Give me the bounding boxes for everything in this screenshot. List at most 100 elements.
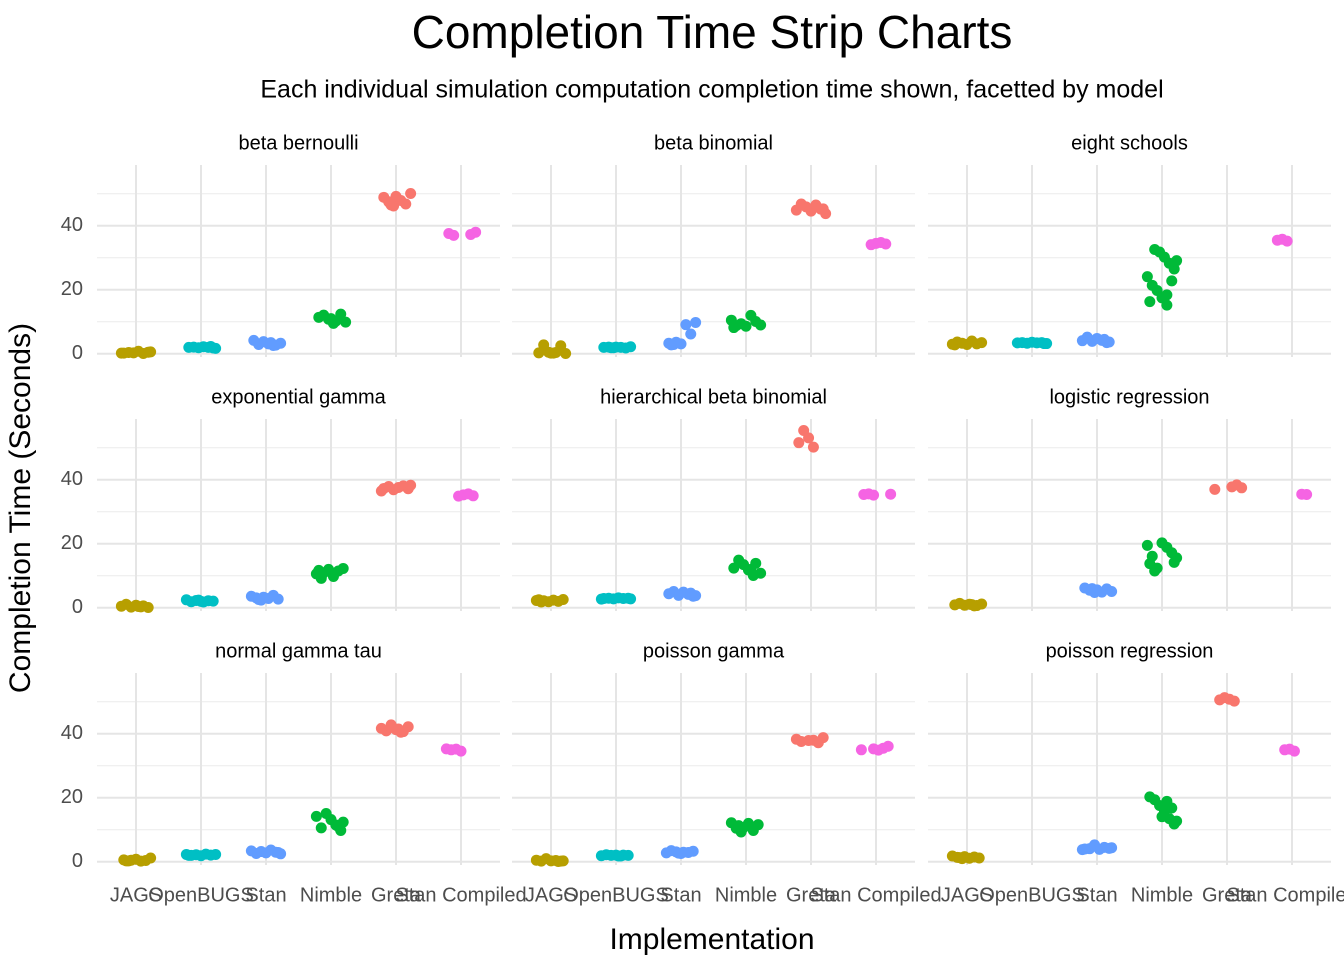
point bbox=[313, 311, 325, 323]
point bbox=[375, 722, 387, 734]
chart-title: Completion Time Strip Charts bbox=[412, 6, 1013, 58]
y-tick-label: 40 bbox=[61, 722, 83, 744]
point bbox=[1076, 335, 1088, 347]
y-tick-label: 20 bbox=[61, 532, 83, 554]
facet-title: poisson gamma bbox=[643, 640, 785, 662]
point bbox=[1151, 562, 1163, 574]
point bbox=[245, 845, 257, 857]
point bbox=[1146, 279, 1158, 291]
y-tick-label: 0 bbox=[72, 342, 83, 364]
point bbox=[1214, 694, 1226, 706]
point bbox=[530, 854, 542, 866]
y-tick-label: 20 bbox=[61, 278, 83, 300]
point bbox=[598, 593, 610, 605]
point bbox=[320, 807, 332, 819]
y-tick-label: 0 bbox=[72, 596, 83, 618]
point bbox=[390, 190, 402, 202]
point bbox=[378, 191, 390, 203]
x-tick-label: Greta bbox=[786, 884, 837, 906]
point bbox=[115, 600, 127, 612]
point bbox=[205, 340, 217, 352]
x-tick-label: Nimble bbox=[1131, 884, 1193, 906]
x-tick-label: Greta bbox=[371, 884, 422, 906]
point bbox=[807, 441, 819, 453]
facet-title: exponential gamma bbox=[211, 386, 386, 408]
point bbox=[1271, 234, 1283, 246]
point bbox=[193, 594, 205, 606]
point bbox=[1296, 488, 1308, 500]
point bbox=[790, 204, 802, 216]
point bbox=[405, 187, 417, 199]
point bbox=[180, 848, 192, 860]
facet-title: beta bernoulli bbox=[238, 132, 358, 154]
point bbox=[595, 850, 607, 862]
point bbox=[453, 490, 465, 502]
point bbox=[685, 328, 697, 340]
x-axis-title: Implementation bbox=[609, 923, 814, 956]
point bbox=[1146, 550, 1158, 562]
point bbox=[817, 203, 829, 215]
point bbox=[145, 346, 157, 358]
x-tick-label: OpenBUGS bbox=[563, 884, 669, 906]
x-tick-label: Stan bbox=[660, 884, 701, 906]
point bbox=[180, 594, 192, 606]
point bbox=[1038, 338, 1050, 350]
y-axis-title: Completion Time (Seconds) bbox=[4, 323, 37, 693]
x-tick-label: Nimble bbox=[715, 884, 777, 906]
point bbox=[378, 482, 390, 494]
point bbox=[1141, 271, 1153, 283]
point bbox=[272, 847, 284, 859]
x-tick-label: Stan Compiled bbox=[395, 884, 526, 906]
point bbox=[120, 855, 132, 867]
facet-title: normal gamma tau bbox=[215, 640, 382, 662]
point bbox=[745, 309, 757, 321]
x-tick-label: Nimble bbox=[300, 884, 362, 906]
point bbox=[868, 743, 880, 755]
x-tick-label: OpenBUGS bbox=[148, 884, 254, 906]
point bbox=[885, 488, 897, 500]
point bbox=[552, 855, 564, 867]
point bbox=[865, 239, 877, 251]
point bbox=[313, 564, 325, 576]
point bbox=[793, 437, 805, 449]
y-tick-label: 40 bbox=[61, 214, 83, 236]
point bbox=[745, 563, 757, 575]
x-tick-label: JAGS bbox=[941, 884, 993, 906]
point bbox=[798, 425, 810, 437]
point bbox=[660, 847, 672, 859]
point bbox=[533, 594, 545, 606]
x-tick-label: Stan bbox=[245, 884, 286, 906]
point bbox=[612, 850, 624, 862]
y-tick-label: 20 bbox=[61, 786, 83, 808]
x-tick-label: OpenBUGS bbox=[979, 884, 1085, 906]
x-tick-label: JAGS bbox=[525, 884, 577, 906]
facet-title: poisson regression bbox=[1046, 640, 1214, 662]
point bbox=[310, 810, 322, 822]
point bbox=[949, 599, 961, 611]
point bbox=[118, 347, 130, 359]
point bbox=[1166, 275, 1178, 287]
point bbox=[755, 567, 767, 579]
point bbox=[538, 339, 550, 351]
point bbox=[265, 337, 277, 349]
point bbox=[855, 744, 867, 756]
x-tick-label: Stan Compiled bbox=[1226, 884, 1344, 906]
point bbox=[946, 338, 958, 350]
point bbox=[253, 593, 265, 605]
point bbox=[1171, 815, 1183, 827]
point bbox=[966, 599, 978, 611]
point bbox=[132, 601, 144, 613]
facet-title: eight schools bbox=[1071, 132, 1188, 154]
point bbox=[1149, 243, 1161, 255]
point bbox=[790, 733, 802, 745]
point bbox=[728, 562, 740, 574]
point bbox=[1279, 744, 1291, 756]
point bbox=[440, 743, 452, 755]
point bbox=[340, 316, 352, 328]
point bbox=[858, 489, 870, 501]
point bbox=[315, 822, 327, 834]
point bbox=[803, 735, 815, 747]
point bbox=[385, 199, 397, 211]
point bbox=[1141, 539, 1153, 551]
x-tick-label: JAGS bbox=[110, 884, 162, 906]
